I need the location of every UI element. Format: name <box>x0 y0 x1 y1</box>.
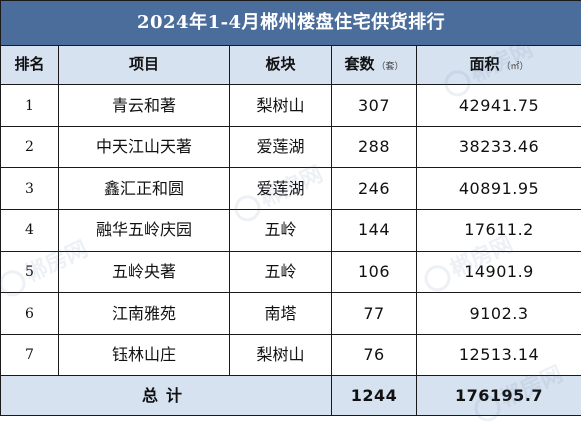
cell-rank: 1 <box>1 85 59 127</box>
cell-units: 288 <box>332 126 417 168</box>
table-row: 7 钰林山庄 梨树山 76 12513.14 <box>1 334 581 376</box>
cell-project: 五岭央著 <box>59 251 230 293</box>
cell-units: 76 <box>332 334 417 376</box>
cell-rank: 6 <box>1 293 59 335</box>
total-units: 1244 <box>332 376 417 416</box>
cell-units: 77 <box>332 293 417 335</box>
cell-project: 鑫汇正和圆 <box>59 168 230 210</box>
cell-units: 144 <box>332 210 417 252</box>
cell-rank: 3 <box>1 168 59 210</box>
cell-rank: 7 <box>1 334 59 376</box>
header-units-label: 套数 <box>344 55 374 73</box>
header-units-unit: （套） <box>377 62 404 72</box>
cell-units: 106 <box>332 251 417 293</box>
header-area-label: 面积 <box>470 55 500 73</box>
cell-units: 307 <box>332 85 417 127</box>
cell-rank: 2 <box>1 126 59 168</box>
total-label: 总计 <box>1 376 332 416</box>
table-row: 4 融华五岭庆园 五岭 144 17611.2 <box>1 210 581 252</box>
cell-area: 42941.75 <box>417 85 581 127</box>
cell-units: 246 <box>332 168 417 210</box>
header-rank: 排名 <box>1 45 59 85</box>
cell-district: 爱莲湖 <box>230 168 332 210</box>
header-project: 项目 <box>59 45 230 85</box>
cell-area: 14901.9 <box>417 251 581 293</box>
header-area-unit: （㎡） <box>502 62 529 72</box>
cell-area: 38233.46 <box>417 126 581 168</box>
cell-project: 青云和著 <box>59 85 230 127</box>
table-row: 6 江南雅苑 南塔 77 9102.3 <box>1 293 581 335</box>
cell-area: 9102.3 <box>417 293 581 335</box>
cell-project: 融华五岭庆园 <box>59 210 230 252</box>
ranking-table-container: 2024年1-4月郴州楼盘住宅供货排行 排名 项目 板块 套数（套） 面积（㎡）… <box>0 0 581 416</box>
cell-area: 40891.95 <box>417 168 581 210</box>
cell-district: 南塔 <box>230 293 332 335</box>
table-row: 5 五岭央著 五岭 106 14901.9 <box>1 251 581 293</box>
cell-project: 钰林山庄 <box>59 334 230 376</box>
cell-project: 江南雅苑 <box>59 293 230 335</box>
supply-ranking-table: 2024年1-4月郴州楼盘住宅供货排行 排名 项目 板块 套数（套） 面积（㎡）… <box>0 0 581 416</box>
cell-district: 五岭 <box>230 251 332 293</box>
table-title: 2024年1-4月郴州楼盘住宅供货排行 <box>1 1 581 46</box>
cell-project: 中天江山天著 <box>59 126 230 168</box>
cell-area: 17611.2 <box>417 210 581 252</box>
header-row: 排名 项目 板块 套数（套） 面积（㎡） <box>1 45 581 85</box>
header-district: 板块 <box>230 45 332 85</box>
total-row: 总计 1244 176195.7 <box>1 376 581 416</box>
table-row: 3 鑫汇正和圆 爱莲湖 246 40891.95 <box>1 168 581 210</box>
cell-district: 五岭 <box>230 210 332 252</box>
cell-area: 12513.14 <box>417 334 581 376</box>
cell-rank: 5 <box>1 251 59 293</box>
cell-district: 梨树山 <box>230 334 332 376</box>
table-row: 1 青云和著 梨树山 307 42941.75 <box>1 85 581 127</box>
table-row: 2 中天江山天著 爱莲湖 288 38233.46 <box>1 126 581 168</box>
header-area: 面积（㎡） <box>417 45 581 85</box>
header-units: 套数（套） <box>332 45 417 85</box>
cell-district: 梨树山 <box>230 85 332 127</box>
cell-district: 爱莲湖 <box>230 126 332 168</box>
cell-rank: 4 <box>1 210 59 252</box>
total-area: 176195.7 <box>417 376 581 416</box>
